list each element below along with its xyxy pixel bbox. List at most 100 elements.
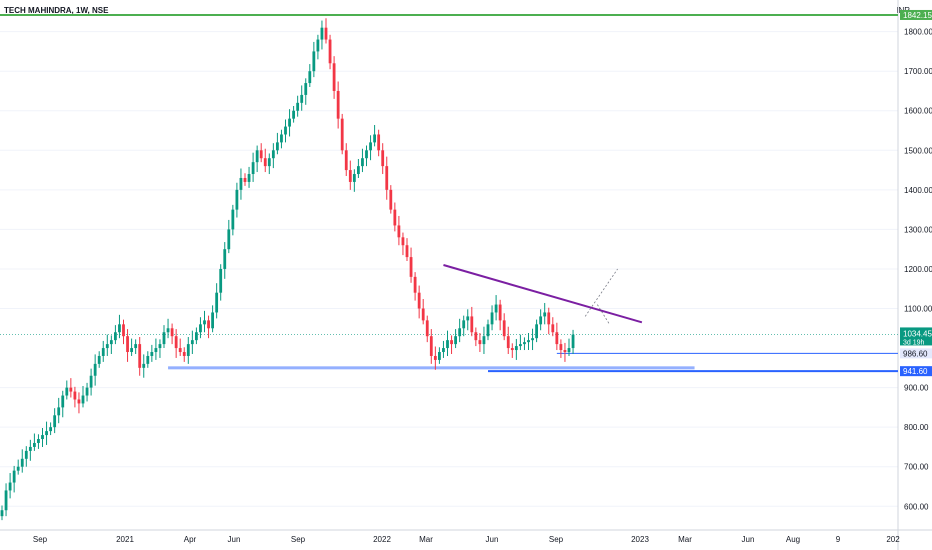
candle-body — [304, 83, 308, 95]
candle-body — [292, 110, 295, 119]
y-tick-label: 1100.00 — [904, 305, 932, 314]
candle-body — [393, 209, 397, 226]
candle-body — [142, 363, 146, 368]
y-tick-label: 1200.00 — [904, 265, 932, 274]
candle-body — [490, 312, 494, 325]
candle-body — [413, 276, 417, 293]
candle-body — [377, 134, 381, 151]
candle-body — [506, 336, 510, 349]
candle-body — [81, 395, 85, 404]
candle-body — [203, 320, 206, 325]
candle-body — [263, 158, 267, 167]
candle-body — [20, 458, 24, 467]
candle-body — [369, 142, 372, 151]
candle-body — [219, 268, 223, 293]
candle-body — [186, 344, 190, 356]
candle-body — [535, 324, 538, 339]
candle-body — [296, 102, 300, 111]
candle-body — [523, 342, 526, 345]
y-tick-label: 1400.00 — [904, 186, 932, 195]
candle-body — [16, 466, 20, 471]
candle-body — [93, 363, 97, 376]
candle-body — [514, 346, 518, 351]
candle-body — [502, 320, 506, 337]
x-tick-label: Apr — [184, 535, 197, 544]
candle-body — [69, 387, 73, 392]
candle-body — [551, 324, 555, 333]
candle-body — [150, 352, 154, 356]
candle-body — [235, 189, 239, 210]
candle-body — [190, 340, 194, 345]
candle-body — [105, 344, 109, 349]
x-tick-label: 2022 — [373, 535, 391, 544]
candle-body — [474, 332, 478, 341]
candle-body — [37, 439, 40, 443]
candle-body — [357, 166, 360, 175]
descending-trendline — [443, 264, 643, 324]
candle-body — [255, 150, 259, 163]
y-tick-label: 1300.00 — [904, 225, 932, 234]
candle-body — [280, 134, 283, 143]
candle-body — [24, 450, 28, 459]
candle-body — [486, 324, 490, 337]
y-tick-label: 1800.00 — [904, 28, 932, 37]
candle-body — [259, 150, 263, 159]
x-tick-label: Aug — [786, 535, 800, 544]
candle-body — [519, 344, 522, 347]
current-price-tag: 1034.45 — [903, 329, 932, 338]
y-tick-label: 600.00 — [904, 502, 929, 511]
candle-body — [28, 446, 32, 451]
candle-body — [267, 158, 271, 167]
candle-body — [227, 229, 231, 250]
candle-body — [381, 150, 385, 167]
x-tick-label: Jun — [228, 535, 241, 544]
candle-body — [53, 415, 57, 428]
current-price-tag-bg — [900, 327, 932, 346]
x-tick-label: Jun — [742, 535, 755, 544]
candle-body — [433, 355, 437, 360]
candle-body — [276, 142, 279, 151]
candle-body — [458, 328, 462, 337]
candle-body — [61, 395, 65, 408]
candle-body — [328, 39, 332, 64]
candle-body — [312, 51, 316, 72]
candle-body — [348, 170, 352, 182]
candle-body — [316, 39, 320, 52]
candle-body — [389, 189, 393, 210]
x-tick-label: 2023 — [631, 535, 649, 544]
candle-body — [470, 316, 474, 333]
candle-body — [158, 344, 162, 349]
candle-body — [207, 320, 210, 329]
candle-body — [182, 352, 186, 356]
candle-body — [324, 27, 328, 40]
projection-arrow — [597, 304, 610, 325]
y-tick-label: 800.00 — [904, 423, 929, 432]
candle-body — [239, 177, 243, 190]
candle-body — [215, 292, 219, 313]
y-tick-label: 1700.00 — [904, 67, 932, 76]
candle-body — [0, 510, 4, 517]
candle-body — [8, 482, 12, 491]
candle-body — [223, 249, 227, 269]
candle-body — [41, 435, 44, 440]
candle-body — [352, 174, 356, 182]
candle-body — [450, 340, 453, 345]
candle-body — [271, 150, 275, 159]
candle-body — [567, 348, 571, 353]
candle-body — [118, 324, 121, 333]
candle-body — [33, 442, 36, 447]
candle-body — [138, 344, 142, 368]
x-tick-label: Mar — [419, 535, 433, 544]
candle-body — [454, 336, 457, 345]
x-tick-label: Jun — [486, 535, 499, 544]
candle-body — [438, 352, 441, 360]
candle-body — [308, 71, 312, 84]
candle-body — [49, 427, 52, 432]
candle-body — [405, 245, 409, 258]
candle-body — [462, 320, 466, 329]
support-upper-price-tag: 986.60 — [903, 349, 928, 358]
x-tick-label: Sep — [549, 535, 564, 544]
candle-body — [340, 118, 344, 151]
y-tick-label: 700.00 — [904, 463, 929, 472]
